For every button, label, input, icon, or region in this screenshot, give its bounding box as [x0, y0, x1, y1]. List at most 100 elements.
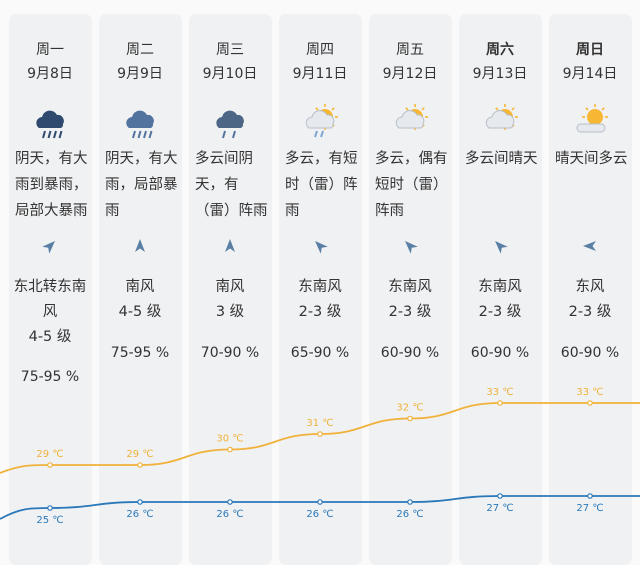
date-label: 9月11日: [292, 66, 348, 82]
temperature-point: [407, 415, 413, 422]
day-column: [99, 14, 182, 565]
weather-description: 阴天，有大 雨到暴雨， 局部大暴雨: [15, 146, 91, 224]
temperature-point: [587, 400, 593, 406]
weather-description-line: 雨: [105, 203, 120, 219]
light-rain-icon: [216, 110, 244, 139]
temperature-label: 33 ℃: [486, 387, 513, 398]
day-label: 周五: [396, 42, 424, 58]
weather-description-line: 天，有: [195, 177, 239, 193]
temperature-label: 25 ℃: [36, 515, 63, 526]
humidity-value: 65-90 %: [290, 345, 350, 361]
temperature-point: [587, 493, 593, 499]
temperature-label: 29 ℃: [36, 449, 63, 460]
date-label: 9月10日: [202, 66, 258, 82]
wind-info-line: 东风: [575, 279, 605, 295]
temperature-label: 26 ℃: [396, 509, 423, 520]
sunny-cloudy-icon: [576, 104, 608, 133]
wind-info-line: 风: [42, 304, 58, 320]
temperature-label: 26 ℃: [216, 509, 243, 520]
temperature-point: [47, 505, 53, 511]
day-label: 周三: [216, 42, 244, 58]
temperature-label: 26 ℃: [306, 509, 333, 520]
wind-direction-icon: [495, 241, 508, 254]
humidity-value: 60-90 %: [380, 345, 440, 361]
wind-info-line: 东南风: [298, 279, 342, 295]
temperature-label: 33 ℃: [576, 387, 603, 398]
wind-info-line: 2-3 级: [568, 304, 612, 320]
weather-description: 多云，有短 时（雷）阵雨: [285, 146, 361, 224]
day-label: 周一: [36, 42, 64, 58]
date-label: 9月14日: [562, 66, 618, 82]
wind-info: 南风 3 级: [185, 275, 275, 325]
temperature-label: 29 ℃: [126, 449, 153, 460]
temperature-point: [407, 499, 413, 505]
date-label: 9月12日: [382, 66, 438, 82]
wind-direction-icon: [315, 241, 328, 254]
humidity-value: 75-95 %: [20, 369, 80, 385]
weather-description-line: 晴天间多云: [555, 151, 628, 167]
day-column: [549, 14, 632, 565]
humidity-value: 75-95 %: [110, 345, 170, 361]
date-label: 9月8日: [27, 66, 73, 82]
temperature-point: [317, 431, 323, 437]
weather-description-line: 时（雷）阵: [285, 177, 358, 193]
temperature-label: 30 ℃: [216, 434, 243, 445]
weather-description-line: 短时（雷）: [375, 177, 448, 193]
wind-direction-icon: [225, 239, 235, 252]
wind-direction-icon: [135, 239, 145, 252]
wind-info: 东南风 2-3 级: [365, 275, 455, 325]
partly-cloudy-icon: [485, 104, 518, 130]
day-card: 周六 9月13日多云间晴天东南风 2-3 级 60-90 %: [455, 0, 545, 400]
wind-info-line: 2-3 级: [298, 304, 342, 320]
date-label: 9月13日: [472, 66, 528, 82]
humidity-value: 60-90 %: [560, 345, 620, 361]
weather-description-line: 阴天，有大: [15, 151, 88, 167]
temperature-point: [227, 499, 233, 505]
weather-description-line: 阴天，有大: [105, 151, 178, 167]
day-card: 周一 9月8日阴天，有大 雨到暴雨， 局部大暴雨 东北转东南风 4-5 级 75-95 %: [5, 0, 95, 400]
wind-info-line: 2-3 级: [388, 304, 432, 320]
weather-description: 多云间阴天，有 （雷）阵雨: [195, 146, 271, 224]
day-column: [369, 14, 452, 565]
temperature-label: 32 ℃: [396, 403, 423, 414]
heavy-rain-icon: [36, 110, 64, 139]
wind-info-line: 东南风: [388, 279, 432, 295]
temperature-point: [137, 499, 143, 505]
wind-direction-icon: [405, 241, 418, 254]
day-card: 周三 9月10日多云间阴天，有 （雷）阵雨南风 3 级 70-90 %: [185, 0, 275, 400]
weather-description: 多云间晴天: [465, 146, 541, 172]
weather-description-line: 多云间阴: [195, 151, 253, 167]
wind-direction-icon: [583, 241, 596, 251]
weather-description-line: （雷）阵雨: [195, 203, 268, 219]
wind-info: 东北转东南风 4-5 级: [5, 275, 95, 350]
wind-info: 东风 2-3 级: [545, 275, 635, 325]
weather-description-line: 雨，局部暴: [105, 177, 178, 193]
humidity-value: 70-90 %: [200, 345, 260, 361]
temperature-label: 31 ℃: [306, 418, 333, 429]
weather-description: 阴天，有大雨，局部暴雨: [105, 146, 181, 224]
temperature-point: [497, 400, 503, 406]
day-label: 周二: [126, 42, 154, 58]
day-column: [279, 14, 362, 565]
day-card: 周日 9月14日晴天间多云东风 2-3 级 60-90 %: [545, 0, 635, 400]
temperature-point: [227, 446, 233, 453]
temperature-point: [497, 493, 503, 499]
rain-icon: [126, 110, 154, 139]
day-label: 周日: [576, 42, 604, 58]
weather-description: 晴天间多云: [555, 146, 631, 172]
wind-info-line: 南风: [215, 279, 245, 295]
thunder-shower-icon: [305, 104, 338, 138]
wind-info-line: 东南风: [478, 279, 522, 295]
weather-description-line: 多云，偶有: [375, 151, 448, 167]
day-label: 周六: [486, 42, 514, 58]
temperature-point: [137, 462, 143, 468]
humidity-value: 60-90 %: [470, 345, 530, 361]
wind-info: 东南风 2-3 级: [455, 275, 545, 325]
cloudy-shower-icon: [395, 104, 428, 130]
wind-info-line: 4-5 级: [118, 304, 162, 320]
wind-info-line: 3 级: [215, 304, 245, 320]
temperature-label: 27 ℃: [486, 503, 513, 514]
weather-description: 多云，偶有 短时（雷） 阵雨: [375, 146, 451, 224]
wind-info: 东南风 2-3 级: [275, 275, 365, 325]
